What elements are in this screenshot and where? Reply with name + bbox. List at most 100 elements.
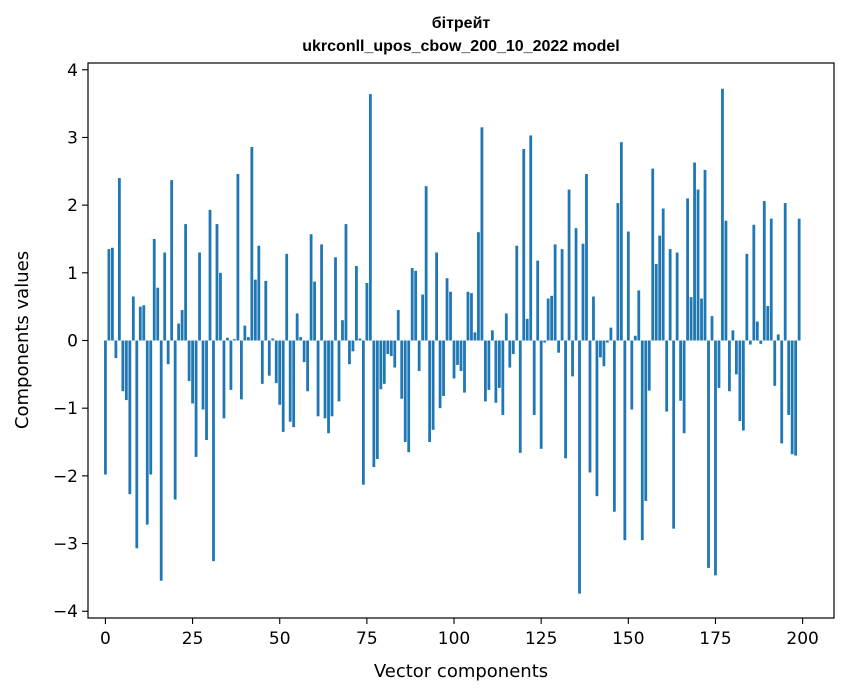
x-tick-label: 125	[525, 629, 557, 649]
bar	[410, 268, 414, 341]
bar	[675, 252, 679, 341]
bar	[783, 203, 787, 341]
bar	[728, 340, 731, 392]
bar	[299, 337, 303, 341]
bar	[152, 238, 156, 341]
plot-frame	[87, 62, 835, 619]
bar	[574, 228, 578, 341]
x-tick-label: 100	[438, 629, 470, 649]
bar	[466, 291, 470, 341]
bar	[748, 340, 752, 345]
bar	[386, 340, 390, 355]
x-axis-ticks: 0 25 50 75 100 125 150 175 200	[100, 618, 819, 649]
bar	[355, 266, 358, 341]
bar	[536, 260, 540, 341]
bar	[117, 178, 121, 341]
bar	[159, 340, 163, 581]
bar	[334, 257, 337, 341]
bar	[511, 340, 515, 355]
x-tick-label: 50	[269, 629, 291, 649]
bar	[651, 168, 655, 341]
bar	[470, 293, 473, 341]
bar	[403, 340, 407, 443]
bar	[170, 180, 174, 341]
bar	[250, 146, 254, 341]
bar	[226, 337, 229, 341]
bar	[288, 340, 292, 422]
bar	[501, 340, 505, 415]
bar	[180, 310, 184, 341]
bar	[515, 245, 519, 341]
bar	[456, 340, 459, 365]
bar	[341, 320, 344, 341]
bar	[647, 340, 651, 391]
bar	[428, 340, 432, 443]
bar	[309, 234, 313, 341]
bar	[588, 340, 592, 473]
y-tick-label: −3	[53, 535, 78, 555]
bar	[267, 340, 271, 376]
bar	[424, 186, 428, 341]
bar	[219, 272, 222, 341]
bar	[710, 316, 714, 341]
bar	[724, 220, 728, 341]
bar	[104, 340, 107, 475]
bar	[114, 340, 118, 359]
bar	[316, 340, 320, 417]
bars	[104, 88, 801, 594]
bar	[585, 174, 588, 341]
bar	[626, 231, 630, 341]
bar	[264, 280, 268, 341]
bar	[532, 340, 536, 415]
y-tick-label: −4	[53, 602, 78, 622]
bar	[609, 327, 613, 341]
bar	[253, 279, 257, 341]
bar	[187, 340, 191, 382]
bar	[606, 340, 609, 343]
bar	[393, 340, 397, 368]
bar	[546, 298, 550, 341]
bar	[375, 340, 379, 459]
bar	[215, 224, 219, 341]
bar	[368, 94, 372, 341]
bar	[686, 198, 689, 341]
bar	[703, 169, 707, 341]
bar	[567, 189, 571, 341]
bar	[145, 340, 149, 525]
bar	[539, 340, 543, 449]
bar	[644, 340, 648, 501]
bar	[707, 340, 710, 568]
bar	[184, 224, 187, 341]
bar	[696, 189, 700, 341]
bar	[208, 209, 212, 341]
bar	[372, 340, 376, 468]
y-tick-label: 1	[67, 264, 78, 284]
bar	[543, 340, 547, 343]
bar	[721, 88, 724, 341]
bar	[198, 252, 201, 341]
bar	[637, 290, 641, 341]
y-tick-label: 3	[67, 128, 78, 148]
bar	[738, 340, 742, 422]
bar	[313, 281, 316, 341]
bar	[407, 340, 411, 453]
y-tick-label: 4	[67, 61, 78, 81]
bar	[490, 330, 494, 341]
y-tick-label: 0	[67, 332, 78, 352]
x-tick-label: 0	[100, 629, 111, 649]
bar	[769, 218, 773, 341]
bar	[525, 318, 529, 341]
y-tick-label: −2	[53, 467, 78, 487]
bar	[379, 340, 383, 390]
bar	[111, 247, 114, 341]
bar	[619, 142, 623, 341]
bar	[550, 295, 554, 341]
bar	[776, 334, 780, 341]
bar	[295, 313, 299, 341]
bar	[759, 340, 763, 344]
bar	[623, 340, 627, 541]
bar	[431, 340, 435, 430]
bar	[797, 218, 801, 341]
bar	[389, 340, 393, 357]
